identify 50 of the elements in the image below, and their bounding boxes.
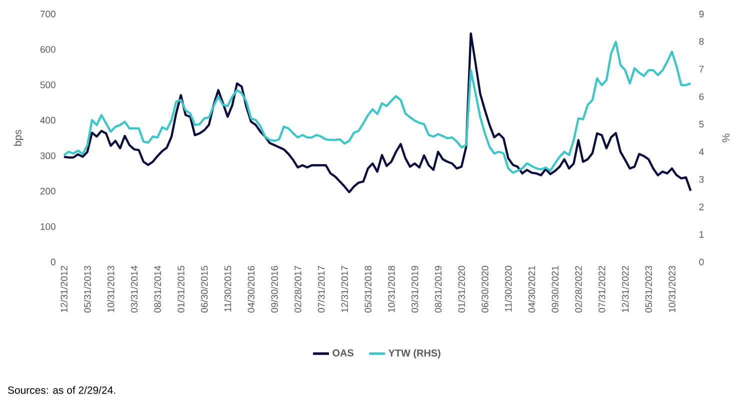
legend-label: YTW (RHS) bbox=[388, 349, 440, 359]
y2-tick-label: 5 bbox=[699, 120, 704, 128]
x-tick-label: 09/30/2016 bbox=[270, 266, 278, 313]
x-tick-label: 01/31/2015 bbox=[177, 266, 184, 313]
x-tick-label: 07/31/2017 bbox=[318, 266, 325, 313]
y-tick-label: 0 bbox=[50, 258, 56, 266]
x-tick-label: 08/31/2019 bbox=[434, 266, 442, 313]
y2-tick-label: 3 bbox=[699, 176, 704, 183]
x-tick-label: 03/31/2019 bbox=[411, 266, 418, 313]
y2-tick-label: 0 bbox=[699, 258, 704, 266]
x-tick-label: 12/31/2022 bbox=[622, 266, 629, 312]
x-tick-label: 04/30/2021 bbox=[528, 266, 536, 313]
y-tick-label: 100 bbox=[40, 223, 56, 230]
y-axis-title: bps bbox=[14, 130, 24, 146]
y2-tick-label: 9 bbox=[699, 10, 704, 18]
y2-axis-title: % bbox=[722, 134, 730, 142]
x-tick-label: 11/30/2020 bbox=[504, 266, 512, 312]
x-tick-label: 06/30/2015 bbox=[200, 266, 208, 313]
y-tick-label: 600 bbox=[40, 46, 56, 53]
x-tick-label: 03/31/2014 bbox=[130, 266, 138, 313]
y2-tick-label: 8 bbox=[699, 38, 704, 45]
x-tick-label: 04/30/2016 bbox=[248, 266, 255, 313]
x-tick-label: 12/31/2017 bbox=[341, 266, 348, 312]
y-tick-label: 200 bbox=[40, 188, 56, 194]
y2-tick-label: 1 bbox=[700, 231, 704, 238]
x-tick-label: 10/31/2013 bbox=[107, 266, 114, 312]
x-tick-label: 09/30/2021 bbox=[552, 266, 558, 313]
y2-tick-label: 2 bbox=[699, 204, 704, 210]
y2-tick-label: 7 bbox=[699, 66, 704, 72]
x-tick-label: 01/31/2020 bbox=[458, 266, 465, 313]
x-tick-label: 05/31/2013 bbox=[84, 266, 91, 313]
y-tick-label: 500 bbox=[40, 82, 56, 88]
y-tick-label: 700 bbox=[40, 10, 56, 18]
y-tick-label: 400 bbox=[40, 116, 56, 124]
y2-tick-label: 6 bbox=[699, 93, 704, 100]
x-tick-label: 12/31/2012 bbox=[60, 266, 68, 312]
x-tick-label: 06/30/2020 bbox=[481, 266, 488, 313]
x-tick-label: 11/30/2015 bbox=[224, 266, 232, 312]
x-tick-label: 10/31/2023 bbox=[668, 266, 676, 312]
y-tick-label: 300 bbox=[40, 152, 56, 160]
x-tick-label: 02/28/2017 bbox=[294, 266, 302, 313]
source-note: Sources: as of 2/29/24. bbox=[8, 386, 116, 394]
x-tick-label: 05/31/2023 bbox=[645, 266, 652, 313]
x-tick-label: 08/31/2014 bbox=[154, 266, 161, 313]
x-tick-label: 07/31/2022 bbox=[598, 266, 606, 313]
y2-tick-label: 4 bbox=[699, 148, 704, 156]
legend-label: OAS bbox=[332, 349, 354, 356]
x-tick-label: 05/31/2018 bbox=[364, 266, 372, 313]
x-tick-label: 10/31/2018 bbox=[388, 266, 395, 312]
x-tick-label: 02/28/2022 bbox=[574, 266, 582, 313]
